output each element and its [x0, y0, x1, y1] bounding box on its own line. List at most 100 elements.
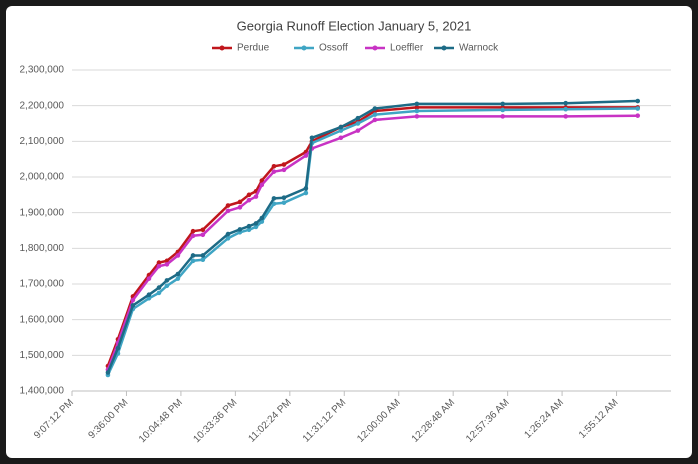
point [253, 221, 259, 226]
legend-marker [301, 45, 307, 51]
point [414, 105, 420, 110]
point [164, 262, 170, 267]
point [259, 182, 265, 188]
point [246, 227, 252, 233]
x-tick-label: 10:33:36 PM [191, 397, 239, 445]
legend-label: Loeffler [390, 43, 424, 54]
point [500, 101, 506, 107]
point [281, 200, 287, 205]
x-tick-label: 12:57:36 AM [464, 397, 511, 444]
point [563, 100, 568, 106]
point [237, 199, 243, 205]
x-tick-label: 11:02:24 PM [246, 397, 293, 444]
point [115, 345, 121, 351]
y-tick-label: 2,200,000 [20, 100, 65, 111]
point [281, 167, 287, 173]
x-tick-label: 12:28:48 AM [410, 397, 457, 444]
x-tick-label: 1:55:12 AM [577, 397, 621, 441]
x-tick-label: 11:31:12 PM [301, 397, 348, 444]
legend-marker [219, 45, 225, 51]
y-tick-label: 2,300,000 [20, 65, 65, 76]
point [130, 297, 136, 303]
point [237, 227, 243, 232]
point [190, 253, 196, 258]
point [500, 107, 506, 113]
legend-marker [441, 45, 447, 51]
point [225, 203, 231, 208]
point [355, 121, 361, 126]
y-tick-label: 2,100,000 [20, 136, 65, 147]
legend-marker [372, 45, 378, 51]
y-tick-label: 1,900,000 [20, 207, 65, 218]
point [635, 113, 641, 118]
x-tick-label: 10:04:48 PM [137, 397, 185, 445]
point [190, 258, 196, 264]
point [635, 98, 641, 104]
point [355, 115, 361, 121]
point [414, 108, 420, 114]
point [338, 128, 344, 133]
point [246, 192, 252, 198]
point [309, 135, 315, 141]
series-line [106, 106, 638, 367]
point [130, 303, 136, 308]
point [372, 117, 378, 123]
point [164, 283, 170, 289]
y-tick-label: 1,800,000 [20, 243, 65, 254]
point [146, 276, 152, 281]
point [237, 205, 243, 210]
point [105, 370, 111, 375]
point [225, 231, 231, 237]
x-tick-label: 9:36:00 PM [86, 397, 130, 441]
point [281, 162, 287, 167]
point [253, 224, 259, 230]
point [175, 253, 181, 258]
point [563, 106, 568, 112]
point [414, 101, 420, 107]
point [190, 233, 196, 239]
y-tick-label: 1,700,000 [20, 279, 65, 290]
point [164, 278, 170, 283]
point [156, 290, 162, 296]
point [303, 186, 309, 191]
point [372, 106, 378, 111]
point [355, 128, 361, 133]
point [146, 292, 152, 298]
point [635, 106, 641, 111]
point [225, 208, 231, 214]
point [200, 257, 206, 263]
point [500, 114, 506, 119]
point [372, 112, 378, 117]
point [338, 124, 344, 130]
point [175, 276, 181, 281]
point [271, 164, 277, 169]
point [156, 260, 162, 265]
point [563, 114, 568, 119]
point [225, 236, 231, 241]
point [414, 114, 420, 119]
x-tick-label: 12:00:00 AM [355, 397, 402, 444]
legend-label: Warnock [459, 43, 499, 54]
point [271, 169, 277, 174]
y-tick-label: 2,000,000 [20, 172, 65, 183]
point [259, 215, 265, 221]
point [190, 228, 196, 234]
point [246, 223, 252, 229]
point [303, 190, 309, 196]
legend-label: Ossoff [319, 43, 348, 54]
point [271, 201, 277, 207]
point [200, 232, 206, 238]
point [303, 153, 309, 158]
point [156, 285, 162, 290]
y-tick-label: 1,600,000 [20, 314, 65, 325]
point [338, 135, 344, 141]
point [253, 194, 259, 199]
point [146, 295, 152, 301]
point [156, 263, 162, 269]
series-line [106, 114, 638, 371]
legend-label: Perdue [237, 43, 270, 54]
chart-frame [6, 6, 692, 458]
y-tick-label: 1,400,000 [20, 386, 65, 397]
